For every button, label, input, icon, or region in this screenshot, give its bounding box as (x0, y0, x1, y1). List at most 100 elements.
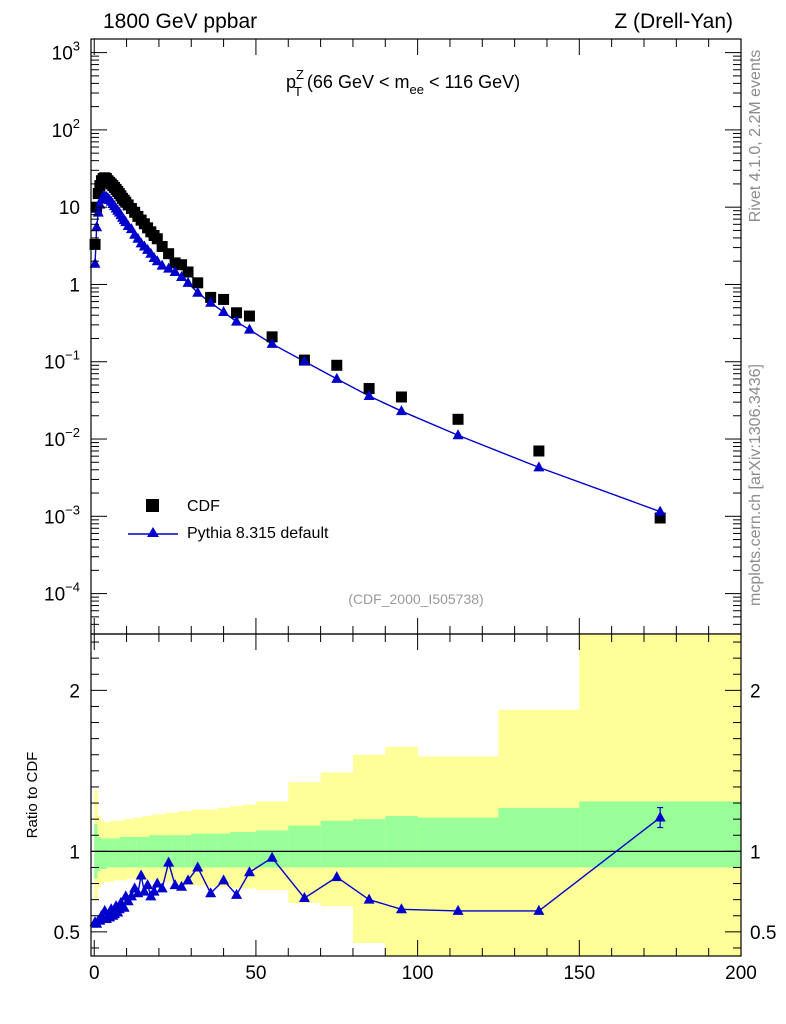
ratio-inner-band-bin (417, 817, 499, 868)
pythia-data-point (533, 461, 545, 472)
main-title: pZ T (66 GeV < mee < 116 GeV) (286, 67, 520, 99)
ratio-inner-band-bin (126, 836, 131, 868)
ratio-inner-band-bin (116, 838, 121, 868)
ratio-data-point (231, 888, 243, 899)
ratio-inner-band-bin (97, 836, 102, 871)
ratio-data-point (205, 887, 217, 898)
pythia-data-point (151, 255, 163, 266)
cdf-data-point (218, 293, 230, 305)
main-y-tick-label: 102 (52, 116, 80, 142)
ratio-data-point (118, 901, 130, 912)
ratio-axes: 0.5 0.5 1 1 2 2 0 50 100 150 200 (54, 633, 776, 984)
ratio-ylabel: Ratio to CDF (24, 752, 41, 839)
ratio-data-point (125, 890, 137, 901)
pythia-data-point (452, 429, 464, 440)
pythia-data-point (169, 265, 181, 276)
ratio-data-point (151, 877, 163, 888)
cdf-data-point (169, 257, 181, 269)
ratio-y-tick-label-right: 0.5 (750, 923, 776, 944)
ratio-inner-band-bin (133, 836, 137, 868)
ratio-inner-band-bin (100, 838, 105, 870)
analysis-watermark: (CDF_2000_I505738) (348, 591, 483, 607)
ratio-data-point (156, 882, 168, 893)
main-frame (90, 38, 742, 635)
ratio-x-tick-label: 100 (402, 963, 434, 984)
ratio-inner-band-bin (113, 838, 118, 868)
main-data-layer (89, 172, 666, 524)
ratio-inner-band-bin (110, 838, 114, 868)
pythia-data-point (298, 355, 310, 366)
cdf-data-point (192, 277, 204, 289)
ratio-data-point (243, 866, 255, 877)
main-y-tick-label: 10−4 (44, 580, 80, 606)
ratio-inner-band-bin (107, 838, 111, 868)
pythia-data-point (331, 372, 343, 383)
pythia-data-point (231, 315, 243, 326)
ratio-inner-band-bin (136, 836, 140, 868)
ratio-inner-band-bin (123, 836, 127, 868)
ratio-frame (90, 633, 742, 957)
pythia-data-point (182, 276, 194, 287)
pythia-series-line (94, 195, 661, 513)
cdf-data-point (395, 391, 407, 403)
cdf-data-point (231, 307, 243, 319)
pythia-data-point (192, 286, 204, 297)
ratio-inner-band-bin (217, 833, 231, 868)
cdf-data-point (182, 266, 194, 278)
ratio-inner-band-bin (288, 825, 321, 868)
cdf-data-point (331, 359, 343, 371)
pythia-data-point (91, 221, 103, 232)
legend-cdf-marker (146, 499, 159, 512)
ratio-data-point (331, 871, 343, 882)
header-right: Z (Drell-Yan) (614, 10, 733, 33)
main-y-tick-label: 1 (69, 275, 80, 296)
ratio-inner-band-bin (204, 833, 218, 868)
pythia-data-point (92, 206, 104, 217)
ratio-x-tick-label: 150 (563, 963, 595, 984)
pythia-data-point (363, 390, 375, 401)
cdf-data-point (92, 188, 104, 200)
header-left: 1800 GeV ppbar (103, 10, 257, 33)
ratio-outer-band-bin (579, 634, 742, 956)
ratio-inner-band-bin (142, 836, 147, 868)
cdf-data-point (89, 238, 101, 250)
ratio-inner-band-bin (120, 836, 124, 868)
pythia-data-point (395, 405, 407, 416)
ratio-x-tick-label: 50 (245, 963, 266, 984)
main-y-tick-label: 103 (52, 39, 80, 65)
legend-pythia-label: Pythia 8.315 default (187, 525, 329, 542)
ratio-data-point (163, 856, 175, 867)
pythia-data-point (156, 259, 168, 270)
pythia-data-point (163, 262, 175, 273)
main-y-tick-label: 10−2 (44, 425, 80, 451)
ratio-inner-band-bin (191, 833, 205, 868)
pythia-data-point (205, 296, 217, 307)
ratio-inner-band-bin (352, 819, 386, 868)
cdf-data-point (163, 248, 175, 260)
ratio-inner-band-bin (242, 832, 257, 868)
cdf-data-point (533, 445, 545, 457)
ratio-x-tick-label: 200 (725, 963, 757, 984)
ratio-data-point (182, 874, 194, 885)
ratio-data-point (395, 903, 407, 914)
cdf-data-point (243, 310, 255, 322)
cdf-data-point (156, 240, 168, 252)
rivet-version-label: Rivet 4.1.0, 2.2M events (747, 50, 764, 223)
ratio-data-point (192, 861, 204, 872)
ratio-y-tick-label-left: 0.5 (54, 923, 80, 944)
ratio-data-point (452, 904, 464, 915)
main-y-tick-label: 10 (59, 198, 80, 219)
ratio-inner-band-bin (230, 832, 244, 868)
pythia-data-point (176, 270, 188, 281)
ratio-data-point (363, 893, 375, 904)
ratio-data-point (533, 904, 545, 915)
cdf-data-point (654, 512, 666, 524)
cdf-data-point (176, 259, 188, 271)
cdf-data-point (452, 413, 464, 425)
pythia-data-point (243, 323, 255, 334)
ratio-x-tick-label: 0 (89, 963, 100, 984)
cdf-data-point (151, 233, 163, 245)
ratio-inner-band-bin (498, 807, 580, 868)
